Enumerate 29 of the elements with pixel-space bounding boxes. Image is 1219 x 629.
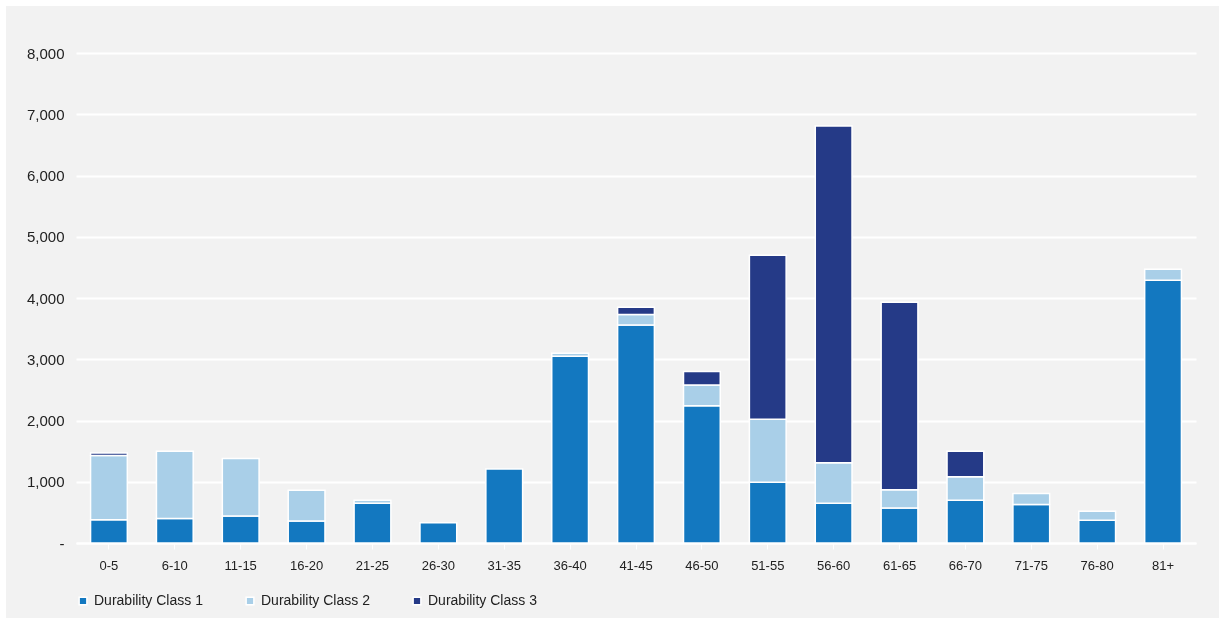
x-tick-label: 66-70	[948, 557, 983, 573]
x-tick-label: 41-45	[619, 557, 653, 573]
legend-label: Durability Class 1	[94, 592, 204, 608]
x-tick-label: 46-50	[685, 557, 719, 573]
x-tick-label: 11-15	[224, 557, 257, 573]
legend-label: Durability Class 3	[428, 592, 538, 608]
x-tick-label: 36-40	[553, 557, 587, 573]
x-tick-label: 71-75	[1014, 557, 1048, 573]
x-tick-label: 0-5	[99, 557, 119, 573]
x-tick-label: 31-35	[487, 557, 521, 573]
x-tick-label: 51-55	[751, 557, 785, 573]
x-tick-label: 81+	[1152, 557, 1175, 573]
x-tick-label: 61-65	[882, 557, 917, 573]
y-tick-label: 3,000	[26, 350, 65, 368]
x-tick-label: 6-10	[161, 557, 188, 573]
y-tick-label: 4,000	[26, 289, 65, 307]
y-tick-label: 2,000	[26, 412, 65, 429]
legend-label: Durability Class 2	[261, 592, 371, 608]
x-tick-label: 56-60	[817, 557, 851, 573]
y-tick-label: 6,000	[26, 167, 65, 184]
x-tick-label: 21-25	[355, 557, 390, 573]
x-tick-label: 26-30	[421, 557, 455, 573]
y-tick-label: 5,000	[26, 228, 65, 246]
y-tick-label: 8,000	[26, 44, 65, 62]
y-tick-label: -	[59, 534, 65, 552]
y-tick-label: 1,000	[26, 473, 65, 491]
x-tick-label: 76-80	[1080, 557, 1114, 573]
y-tick-label: 7,000	[26, 105, 65, 123]
x-tick-label: 16-20	[289, 557, 324, 573]
